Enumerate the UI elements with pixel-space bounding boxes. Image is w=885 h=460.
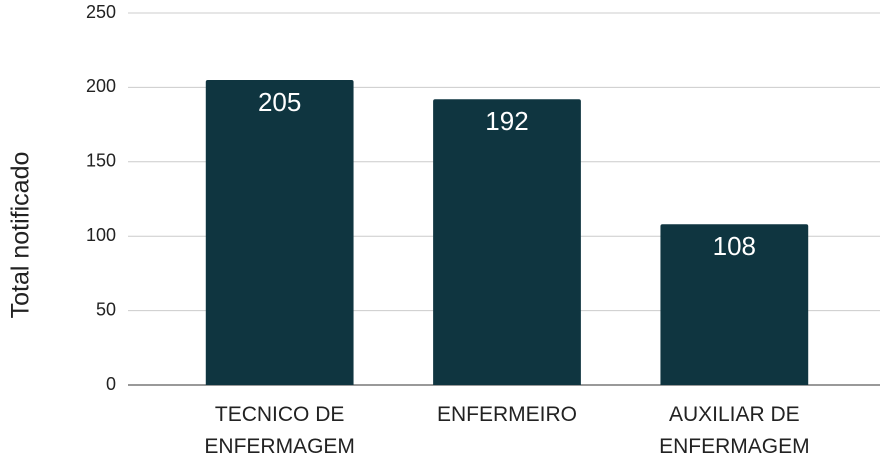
y-tick-label: 50 <box>96 299 116 319</box>
y-tick-label: 250 <box>86 2 116 22</box>
x-tick-label: ENFERMEIRO <box>436 403 577 426</box>
y-axis-label: Total notificado <box>7 152 35 319</box>
y-tick-label: 100 <box>86 225 116 245</box>
y-tick-label: 150 <box>86 151 116 171</box>
bar <box>660 224 809 385</box>
bar <box>433 99 581 385</box>
value-label: 205 <box>258 87 301 117</box>
value-label: 192 <box>485 106 528 136</box>
value-label: 108 <box>713 231 756 261</box>
y-tick-label: 0 <box>106 374 116 394</box>
x-tick-label: AUXILIAR DE ENFERMAGEM <box>659 403 810 458</box>
x-tick-label: TECNICO DE ENFERMAGEM <box>204 403 355 458</box>
y-tick-label: 200 <box>86 76 116 96</box>
bar <box>205 79 354 386</box>
